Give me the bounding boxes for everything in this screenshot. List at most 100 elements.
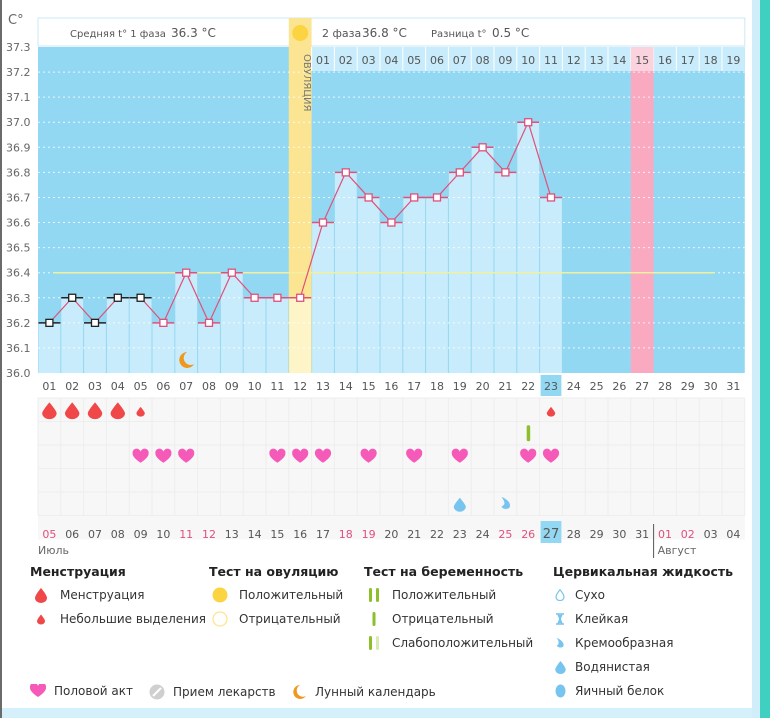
cycle-day-label[interactable]: 07 [179, 380, 193, 393]
calendar-date[interactable]: 03 [704, 528, 718, 541]
temperature-point[interactable] [546, 193, 556, 202]
calendar-date[interactable]: 09 [134, 528, 148, 541]
intercourse-heart-icon[interactable] [360, 448, 377, 463]
calendar-date[interactable]: 19 [362, 528, 376, 541]
cycle-day-label[interactable]: 30 [704, 380, 718, 393]
calendar-date[interactable]: 02 [681, 528, 695, 541]
intercourse-heart-icon[interactable] [520, 448, 537, 463]
menstruation-drop-icon[interactable] [42, 402, 57, 420]
temperature-point[interactable] [410, 193, 419, 202]
cycle-day-label[interactable]: 28 [658, 380, 672, 393]
calendar-date[interactable]: 29 [590, 528, 604, 541]
cycle-day-label[interactable]: 18 [430, 380, 444, 393]
calendar-date[interactable]: 14 [248, 528, 262, 541]
cycle-day-label[interactable]: 17 [407, 380, 421, 393]
calendar-date[interactable]: 20 [384, 528, 398, 541]
calendar-date[interactable]: 06 [65, 528, 79, 541]
temperature-point[interactable] [387, 218, 396, 227]
cycle-day-label[interactable]: 26 [612, 380, 626, 393]
temperature-point[interactable] [227, 268, 236, 277]
cycle-day-label[interactable]: 12 [293, 380, 307, 393]
cycle-day-label[interactable]: 19 [453, 380, 467, 393]
calendar-date[interactable]: 13 [225, 528, 239, 541]
calendar-date[interactable]: 22 [430, 528, 444, 541]
cycle-day-label[interactable]: 01 [42, 380, 56, 393]
calendar-date[interactable]: 24 [476, 528, 490, 541]
cycle-day-label[interactable]: 24 [567, 380, 581, 393]
calendar-date[interactable]: 01 [658, 528, 672, 541]
calendar-date[interactable]: 07 [88, 528, 102, 541]
spotting-drop-icon[interactable] [136, 406, 145, 417]
calendar-date[interactable]: 28 [567, 528, 581, 541]
calendar-date[interactable]: 11 [179, 528, 193, 541]
spotting-drop-icon[interactable] [546, 406, 556, 417]
cycle-day-label[interactable]: 22 [521, 380, 535, 393]
calendar-date[interactable]: 26 [521, 528, 535, 541]
calendar-date[interactable]: 25 [498, 528, 512, 541]
temperature-point[interactable] [478, 143, 487, 152]
calendar-date[interactable]: 12 [202, 528, 216, 541]
temperature-point[interactable] [364, 193, 373, 202]
side-panel-accent[interactable] [760, 0, 770, 718]
temperature-point[interactable] [136, 293, 145, 302]
intercourse-heart-icon[interactable] [292, 448, 309, 463]
cycle-day-label[interactable]: 09 [225, 380, 239, 393]
calendar-date[interactable]: 16 [293, 528, 307, 541]
temperature-point[interactable] [273, 293, 282, 302]
cycle-day-label[interactable]: 25 [590, 380, 604, 393]
cycle-day-label[interactable]: 27 [635, 380, 649, 393]
cycle-day-label[interactable]: 29 [681, 380, 695, 393]
calendar-date[interactable]: 30 [612, 528, 626, 541]
cycle-day-label[interactable]: 02 [65, 380, 79, 393]
cycle-day-label[interactable]: 08 [202, 380, 216, 393]
cycle-day-label[interactable]: 11 [270, 380, 284, 393]
temperature-point[interactable] [113, 293, 122, 302]
cycle-day-label[interactable]: 31 [726, 380, 740, 393]
intercourse-heart-icon[interactable] [406, 448, 423, 463]
temperature-point[interactable] [68, 293, 77, 302]
calendar-date[interactable]: 18 [339, 528, 353, 541]
temperature-point[interactable] [341, 168, 350, 177]
cycle-day-label[interactable]: 05 [134, 380, 148, 393]
calendar-date[interactable]: 17 [316, 528, 330, 541]
fluid-watery-icon[interactable] [453, 497, 466, 512]
temperature-point[interactable] [159, 318, 168, 327]
pregnancy-test-negative-icon[interactable] [526, 425, 531, 442]
fluid-creamy-icon[interactable] [501, 496, 511, 509]
menstruation-drop-icon[interactable] [87, 402, 103, 420]
cycle-day-label[interactable]: 16 [384, 380, 398, 393]
intercourse-heart-icon[interactable] [155, 448, 172, 463]
calendar-date[interactable]: 05 [42, 528, 56, 541]
temperature-point[interactable] [90, 318, 100, 327]
temperature-point[interactable] [45, 318, 54, 327]
temperature-point[interactable] [432, 193, 442, 202]
cycle-day-label[interactable]: 21 [498, 380, 512, 393]
intercourse-heart-icon[interactable] [314, 448, 332, 463]
intercourse-heart-icon[interactable] [178, 448, 195, 463]
temperature-point[interactable] [250, 293, 259, 302]
cycle-day-label[interactable]: 20 [476, 380, 490, 393]
intercourse-heart-icon[interactable] [269, 448, 286, 463]
calendar-date[interactable]: 31 [635, 528, 649, 541]
temperature-point[interactable] [501, 168, 510, 177]
temperature-point[interactable] [524, 118, 533, 127]
temperature-point[interactable] [296, 293, 305, 302]
temperature-point[interactable] [204, 318, 214, 327]
intercourse-heart-icon[interactable] [542, 448, 560, 463]
calendar-date[interactable]: 23 [453, 528, 467, 541]
menstruation-drop-icon[interactable] [110, 402, 125, 420]
menstruation-drop-icon[interactable] [65, 402, 80, 420]
cycle-day-label[interactable]: 04 [111, 380, 125, 393]
cycle-day-label[interactable]: 03 [88, 380, 102, 393]
cycle-day-label[interactable]: 14 [339, 380, 353, 393]
intercourse-heart-icon[interactable] [132, 448, 149, 463]
temperature-point[interactable] [455, 168, 464, 177]
calendar-date[interactable]: 15 [270, 528, 284, 541]
calendar-date[interactable]: 27 [543, 527, 560, 542]
cycle-day-label[interactable]: 23 [544, 380, 558, 393]
cycle-day-label[interactable]: 13 [316, 380, 330, 393]
temperature-point[interactable] [318, 218, 328, 227]
intercourse-heart-icon[interactable] [451, 448, 468, 463]
cycle-day-label[interactable]: 15 [362, 380, 376, 393]
temperature-point[interactable] [182, 268, 191, 277]
